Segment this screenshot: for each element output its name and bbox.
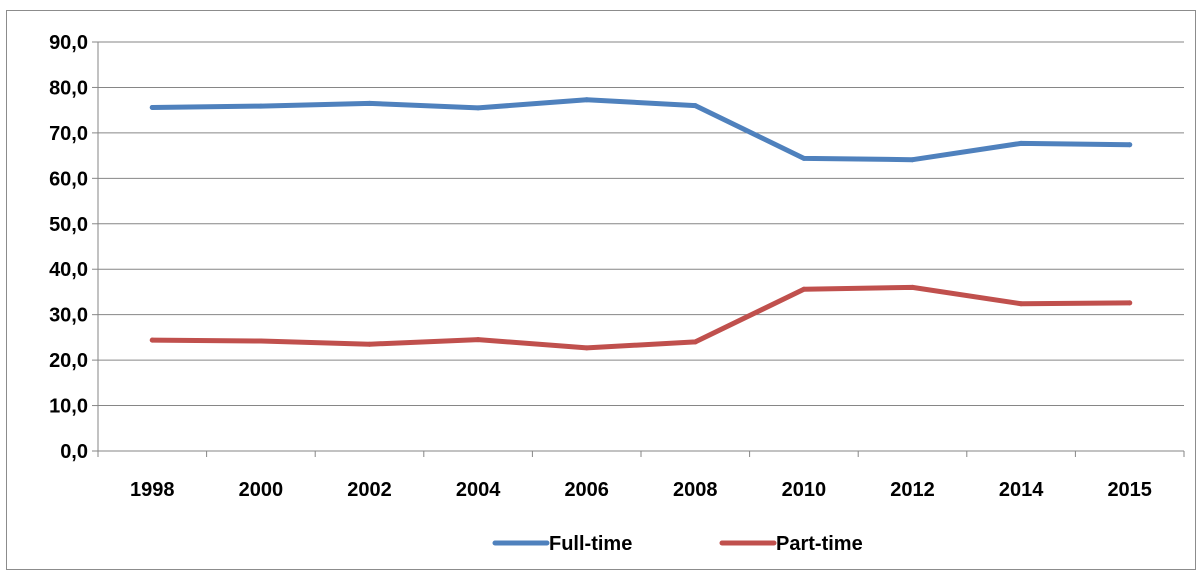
legend: Full-time Part-time <box>492 533 863 555</box>
data-point <box>910 284 915 290</box>
chart-frame <box>6 10 1196 570</box>
data-point <box>801 155 807 161</box>
data-point <box>258 103 264 109</box>
legend-label: Full-time <box>549 533 632 555</box>
series-lines <box>149 97 1133 351</box>
gridlines <box>98 41 1184 407</box>
x-tick-label: 2012 <box>890 479 935 501</box>
series-line-part-time <box>149 284 1133 351</box>
data-point <box>910 157 915 163</box>
y-tick-label: 10,0 <box>49 396 88 418</box>
y-tick-label: 80,0 <box>49 77 88 99</box>
data-point <box>801 286 807 292</box>
x-tick-label: 2008 <box>673 479 718 501</box>
y-tick-label: 30,0 <box>49 305 88 327</box>
data-point <box>1018 301 1024 307</box>
series-line-full-time <box>149 97 1133 163</box>
legend-label: Part-time <box>776 533 863 555</box>
x-tick-label: 1998 <box>130 479 175 501</box>
data-point <box>367 100 372 106</box>
x-tick-label: 2004 <box>456 479 501 501</box>
x-tick-label: 2015 <box>1107 479 1152 501</box>
data-point <box>149 104 155 110</box>
x-tick-label: 2002 <box>347 479 392 501</box>
x-tick-label: 2000 <box>239 479 284 501</box>
y-tick-label: 20,0 <box>49 350 88 372</box>
y-tick-label: 50,0 <box>49 214 88 236</box>
data-point <box>584 97 590 103</box>
y-tick-label: 40,0 <box>49 259 88 281</box>
data-point <box>149 337 155 343</box>
data-point <box>1127 300 1133 306</box>
y-tick-label: 60,0 <box>49 168 88 190</box>
y-tick-label: 90,0 <box>49 32 88 54</box>
data-point <box>1127 142 1133 148</box>
x-tick-label: 2014 <box>999 479 1044 501</box>
data-point <box>1018 140 1024 146</box>
data-point <box>692 339 698 345</box>
y-tick-label: 0,0 <box>60 441 88 463</box>
x-tick-label: 2006 <box>564 479 609 501</box>
y-tick-label: 70,0 <box>49 123 88 145</box>
data-point <box>692 103 698 109</box>
data-point <box>258 338 264 344</box>
x-tick-label: 2010 <box>782 479 827 501</box>
axes <box>92 41 1185 457</box>
y-tick-labels: 0,0 10,0 20,0 30,0 40,0 50,0 60,0 70,0 80,0 90,0 <box>49 32 88 463</box>
data-point <box>584 345 590 351</box>
data-point <box>475 105 481 111</box>
x-tick-labels: 1998 2000 2002 2004 2006 2008 2010 2012 2014 2015 <box>130 479 1152 501</box>
data-point <box>475 337 481 343</box>
data-point <box>367 341 372 347</box>
